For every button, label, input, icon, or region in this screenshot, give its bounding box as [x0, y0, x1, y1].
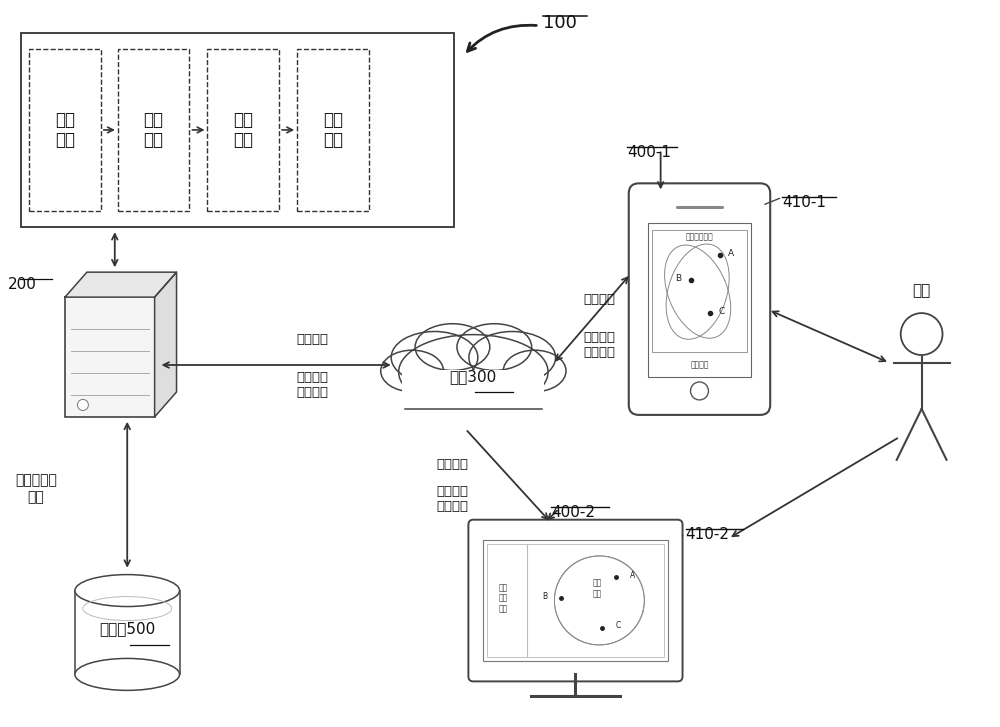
- Text: 数据库500: 数据库500: [99, 621, 155, 636]
- Text: 网络300: 网络300: [450, 369, 497, 385]
- FancyBboxPatch shape: [65, 297, 155, 417]
- Ellipse shape: [469, 332, 556, 383]
- FancyBboxPatch shape: [297, 49, 369, 211]
- Text: 410-2: 410-2: [686, 526, 730, 542]
- Text: C: C: [616, 622, 621, 630]
- Text: 电子
地图
界面: 电子 地图 界面: [499, 583, 508, 613]
- FancyBboxPatch shape: [629, 183, 770, 415]
- Text: 电子地图: 电子地图: [690, 361, 709, 369]
- Text: 400-1: 400-1: [627, 145, 671, 161]
- FancyBboxPatch shape: [118, 49, 189, 211]
- Text: 电子地图界面: 电子地图界面: [686, 233, 713, 242]
- Text: 400-2: 400-2: [551, 505, 595, 520]
- FancyBboxPatch shape: [652, 230, 747, 352]
- Text: B: B: [676, 273, 682, 283]
- Text: 渲染
层级: 渲染 层级: [144, 111, 164, 149]
- Text: 用户: 用户: [912, 284, 931, 299]
- Text: 渲染后的
电子地图: 渲染后的 电子地图: [583, 331, 615, 359]
- Ellipse shape: [457, 324, 532, 371]
- Circle shape: [691, 382, 708, 400]
- Text: 触发指令: 触发指令: [437, 458, 469, 471]
- Polygon shape: [65, 272, 177, 297]
- Ellipse shape: [415, 324, 490, 371]
- FancyBboxPatch shape: [468, 520, 683, 681]
- Text: 触发指令: 触发指令: [296, 332, 328, 345]
- FancyBboxPatch shape: [402, 371, 544, 411]
- Text: 特征
向量: 特征 向量: [55, 111, 75, 149]
- Text: 渲染
评分: 渲染 评分: [233, 111, 253, 149]
- Text: 410-1: 410-1: [782, 196, 826, 210]
- Text: A: A: [630, 571, 635, 579]
- Ellipse shape: [75, 574, 180, 606]
- Ellipse shape: [391, 332, 478, 383]
- Ellipse shape: [381, 350, 443, 392]
- Circle shape: [901, 313, 943, 355]
- Text: B: B: [542, 592, 547, 601]
- Text: C: C: [718, 307, 725, 316]
- Text: 地理元素的
信息: 地理元素的 信息: [15, 474, 57, 504]
- FancyBboxPatch shape: [483, 539, 668, 662]
- Polygon shape: [155, 272, 177, 417]
- Text: 渲染
权重: 渲染 权重: [323, 111, 343, 149]
- Text: 100: 100: [543, 14, 577, 32]
- Ellipse shape: [75, 659, 180, 691]
- Polygon shape: [75, 590, 180, 675]
- Circle shape: [77, 399, 88, 411]
- FancyBboxPatch shape: [207, 49, 279, 211]
- Text: A: A: [728, 249, 734, 257]
- Text: 电子
地图: 电子 地图: [593, 579, 602, 598]
- FancyBboxPatch shape: [487, 544, 664, 657]
- Text: 触发指令: 触发指令: [583, 293, 615, 305]
- FancyBboxPatch shape: [648, 223, 751, 377]
- Text: 渲染后的
电子地图: 渲染后的 电子地图: [437, 485, 469, 513]
- FancyBboxPatch shape: [21, 33, 454, 228]
- Ellipse shape: [399, 334, 548, 409]
- Text: 渲染后的
电子地图: 渲染后的 电子地图: [296, 371, 328, 399]
- Ellipse shape: [503, 350, 566, 392]
- FancyBboxPatch shape: [29, 49, 101, 211]
- Text: 200: 200: [8, 277, 37, 292]
